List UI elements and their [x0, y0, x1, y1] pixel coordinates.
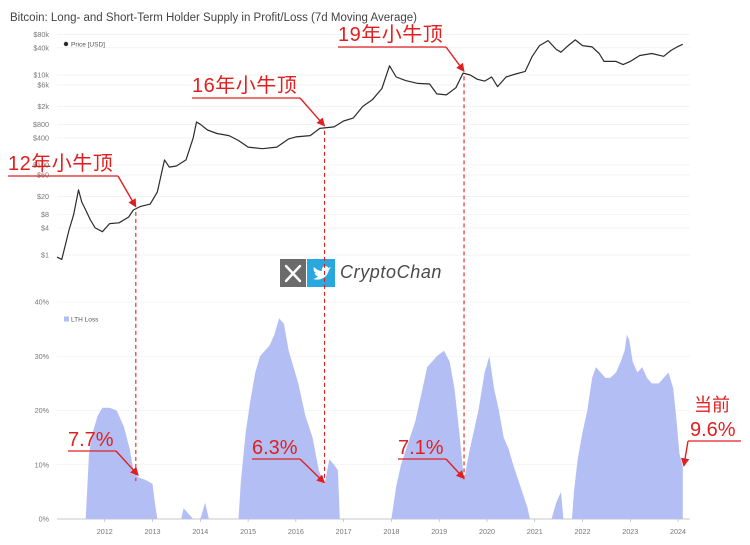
x-tick-label: 2020: [479, 527, 495, 536]
lth-value-label: 7.7%: [68, 429, 114, 451]
lth-y-tick-label: 0%: [39, 515, 50, 524]
lth-y-tick-label: 20%: [35, 406, 50, 415]
price-line: [56, 39, 684, 260]
price-legend: Price [USD]: [63, 41, 105, 49]
lth-legend: LTH Loss: [64, 316, 99, 324]
lth-value-arrow: [115, 450, 139, 476]
twitter-bird-glyph: [313, 266, 331, 280]
x-tick-label: 2014: [192, 527, 208, 536]
lth-value-arrow: [445, 458, 465, 480]
price-y-tick-label: $8: [41, 210, 49, 219]
price-y-tick-label: $800: [33, 120, 49, 129]
current-arrow: [680, 440, 690, 467]
price-y-tick-label: $2k: [37, 102, 49, 111]
peak-arrow: [117, 175, 137, 208]
lth-value-arrow: [299, 458, 326, 484]
lth-value-label: 7.1%: [398, 437, 444, 459]
price-legend-dot: [63, 41, 69, 47]
x-tick-label: 2015: [240, 527, 256, 536]
price-y-tick-label: $100: [33, 160, 49, 169]
peak-arrow: [445, 46, 465, 73]
x-tick-label: 2022: [575, 527, 591, 536]
current-label: 当前: [694, 395, 730, 415]
peak-label: 12年小牛顶: [8, 152, 113, 175]
chart-title: Bitcoin: Long- and Short-Term Holder Sup…: [10, 12, 417, 24]
x-tick-label: 2017: [336, 527, 352, 536]
peak-label: 16年小牛顶: [192, 74, 297, 97]
x-tick-label: 2016: [288, 527, 304, 536]
price-y-tick-label: $10k: [33, 70, 49, 79]
lth-y-tick-label: 10%: [35, 460, 50, 469]
lth-y-tick-label: 40%: [35, 298, 50, 307]
lth-value-label: 6.3%: [252, 437, 298, 459]
x-tick-label: 2018: [383, 527, 399, 536]
price-y-tick-label: $40k: [33, 43, 49, 52]
peak-label: 19年小牛顶: [338, 23, 443, 46]
x-axis: 2012 2013 2014 2015 2016 2017 2018 2019 2020 2021…: [57, 518, 690, 536]
watermark: CryptoChan: [280, 259, 442, 287]
x-tick-label: 2021: [527, 527, 543, 536]
price-y-tick-label: $1: [41, 251, 49, 260]
peak-arrow: [299, 97, 326, 127]
price-y-tick-label: $60: [37, 170, 49, 179]
price-y-axis: $80k $40k $10k$6k $2k $800 $400 $100$60 $20 $8 $4…: [33, 30, 49, 260]
lth-legend-swatch: [64, 316, 69, 322]
x-logo-glyph: [284, 264, 302, 283]
x-tick-label: 2012: [97, 527, 113, 536]
current-value-label: 9.6%: [690, 419, 736, 441]
lth-y-axis: 40% 30% 20% 10% 0%: [35, 298, 50, 524]
lth-y-tick-label: 30%: [35, 352, 50, 361]
price-y-tick-label: $80k: [33, 30, 49, 39]
x-tick-label: 2013: [145, 527, 161, 536]
price-legend-label: Price [USD]: [71, 42, 105, 49]
price-y-tick-label: $6k: [37, 80, 49, 89]
price-y-tick-label: $400: [33, 133, 49, 142]
x-tick-label: 2019: [431, 527, 447, 536]
lth-loss-area: [57, 318, 683, 519]
price-y-tick-label: $4: [41, 223, 49, 232]
x-tick-label: 2023: [622, 527, 638, 536]
lth-legend-label: LTH Loss: [71, 317, 99, 324]
x-tick-label: 2024: [670, 527, 686, 536]
annotations: 12年小牛顶 16年小牛顶 19年小牛顶 7.7% 6.3% 7.1% 当前 9.6%: [8, 23, 741, 484]
watermark-text: CryptoChan: [340, 262, 442, 282]
price-y-tick-label: $20: [37, 192, 49, 201]
